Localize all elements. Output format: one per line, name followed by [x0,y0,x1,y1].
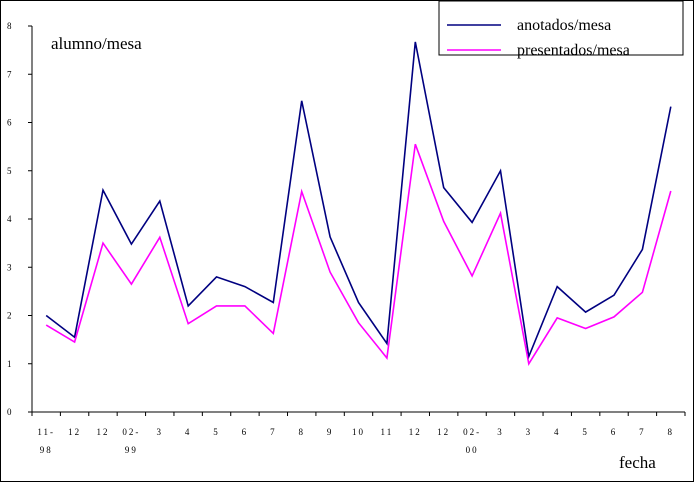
x-tick-label: 4 [554,427,561,437]
y-tick-label: 1 [7,359,12,369]
y-tick-label: 7 [7,69,12,79]
y-tick-label: 2 [7,311,12,321]
x-tick-label: 9 [327,427,334,437]
series-line-presentados [45,143,672,366]
x-tick-label: 98 [40,445,53,455]
x-tick-label: 3 [157,427,164,437]
x-tick-label: 5 [582,427,589,437]
y-tick-label: 8 [7,21,12,31]
legend-label-anotados: anotados/mesa [517,17,611,34]
x-tick-label: 12 [68,427,81,437]
series-lines [45,41,672,366]
x-tick-label: 12 [409,427,422,437]
x-tick-label: 10 [352,427,365,437]
x-axis-label: fecha [619,453,656,472]
x-tick-label: 12 [96,427,109,437]
x-tick-label: 02- [463,427,481,437]
x-tick-label: 8 [298,427,305,437]
y-tick-label: 3 [7,262,12,272]
legend-box [438,0,684,56]
x-tick-label: 3 [497,427,504,437]
x-tick-label: 8 [668,427,675,437]
x-tick-label: 5 [213,427,220,437]
y-tick-label: 5 [7,166,12,176]
y-tick-label: 0 [7,407,12,417]
y-ticks: 0 1 2 3 4 5 6 7 8 [7,21,32,417]
x-tick-label: 4 [185,427,192,437]
legend: anotados/mesa presentados/mesa [438,0,684,59]
x-tick-label: 7 [639,427,646,437]
x-tick-label: 99 [125,445,138,455]
chart-title: alumno/mesa [51,34,142,53]
x-tick-label: 11- [37,427,55,437]
x-tick-label: 6 [242,427,249,437]
x-tick-label: 12 [437,427,450,437]
x-tick-label: 02- [122,427,140,437]
x-tick-label: 6 [611,427,618,437]
x-tick-label: 7 [270,427,277,437]
y-tick-label: 4 [7,214,12,224]
x-tick-label: 00 [466,445,479,455]
x-ticks: 11- 98 12 12 02- 99 3 4 5 6 7 8 9 10 11 12 12 02- 00 3 3 4 5 6 7… [31,412,686,455]
y-tick-label: 6 [7,118,12,128]
x-tick-label: 11 [381,427,394,437]
x-tick-label: 3 [526,427,533,437]
legend-label-presentados: presentados/mesa [517,42,630,59]
series-line-anotados [45,41,672,360]
